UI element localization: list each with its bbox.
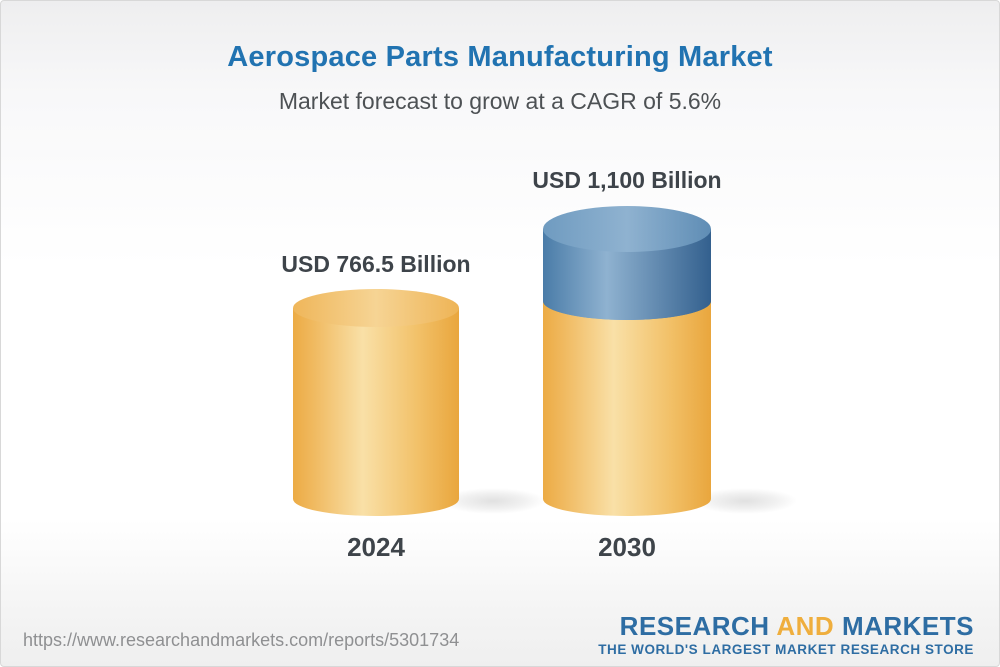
logo-tagline: THE WORLD'S LARGEST MARKET RESEARCH STOR… — [598, 641, 974, 657]
shadow-2030 — [693, 488, 797, 514]
page-subtitle: Market forecast to grow at a CAGR of 5.6… — [278, 88, 722, 114]
shadow-2024 — [441, 488, 545, 514]
page-title: Aerospace Parts Manufacturing Market — [227, 41, 773, 73]
cylinder-2030 — [543, 206, 711, 516]
category-label-2024: 2024 — [347, 532, 405, 562]
cylinder-2024-body — [293, 308, 459, 516]
cylinder-2024-top — [293, 289, 459, 327]
cylinder-2030-blue-body — [543, 229, 711, 320]
cylinder-2030-top — [543, 206, 711, 252]
value-label-2024: USD 766.5 Billion — [281, 251, 471, 277]
source-url: https://www.researchandmarkets.com/repor… — [23, 630, 460, 650]
cylinder-2030-gold-body — [543, 301, 711, 516]
researchandmarkets-logo: RESEARCH AND MARKETS THE WORLD'S LARGEST… — [598, 613, 974, 657]
logo-word-and: AND — [776, 610, 835, 641]
category-label-2030: 2030 — [598, 532, 656, 562]
logo-wordmark: RESEARCH AND MARKETS — [598, 613, 974, 639]
cylinder-2024 — [293, 289, 459, 516]
logo-word-research: RESEARCH — [619, 610, 770, 641]
logo-word-markets: MARKETS — [841, 610, 974, 641]
value-label-2030: USD 1,100 Billion — [532, 167, 722, 193]
